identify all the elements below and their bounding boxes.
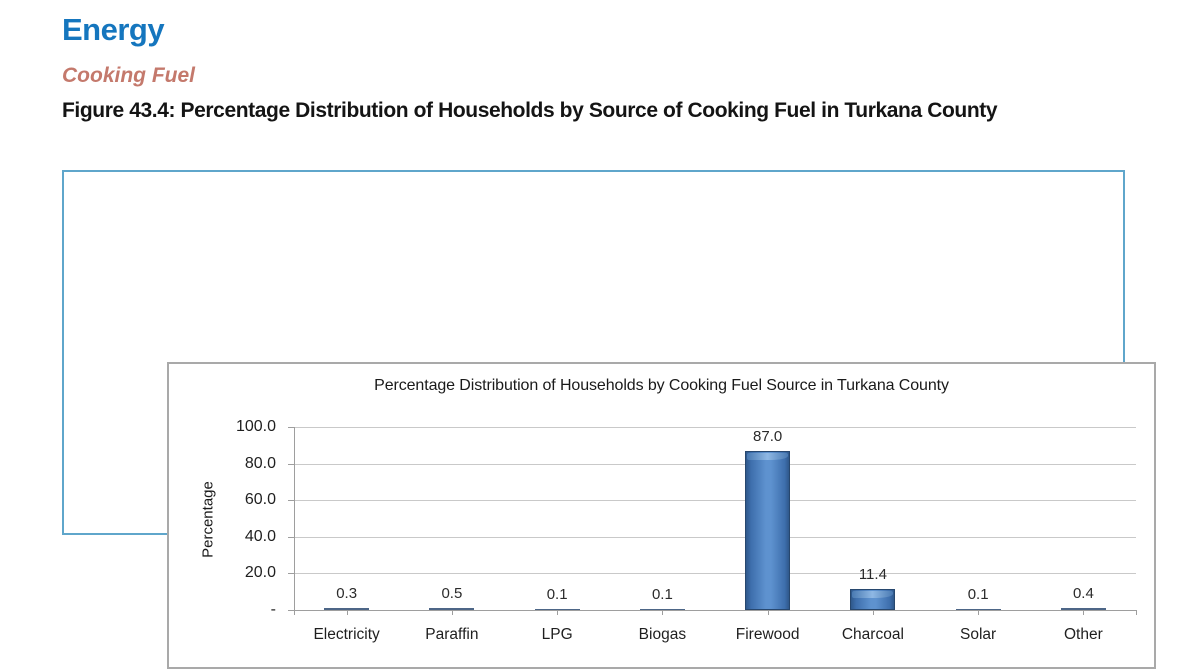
- bar-data-label: 11.4: [858, 566, 887, 584]
- bar-data-label: 0.1: [651, 585, 673, 603]
- x-tick-mark: [662, 610, 664, 615]
- bar: [324, 607, 370, 610]
- bar: [1060, 607, 1106, 610]
- bar: [850, 589, 896, 610]
- bar-data-label: 87.0: [753, 427, 783, 445]
- bar-data-label: 0.1: [546, 585, 568, 603]
- category-label: Other: [1063, 626, 1103, 643]
- subsection-title: Cooking Fuel: [62, 64, 195, 87]
- y-tick-label: 20.0: [244, 564, 276, 582]
- category-label: LPG: [541, 626, 573, 643]
- x-axis-end-tick: [1136, 610, 1137, 615]
- gridline: [294, 427, 1136, 428]
- bar-top-highlight: [747, 452, 789, 460]
- bar: [429, 607, 475, 610]
- x-tick-mark: [872, 610, 874, 615]
- y-tick-label: 40.0: [244, 527, 276, 545]
- bar: [534, 608, 580, 610]
- bar-data-label: 0.4: [1072, 584, 1094, 602]
- y-tick-label: 80.0: [244, 454, 276, 472]
- y-tick-label: -: [270, 601, 276, 618]
- x-tick-mark: [767, 610, 769, 615]
- category-label: Paraffin: [425, 626, 479, 643]
- x-tick-mark: [1083, 610, 1085, 615]
- x-axis-line: [294, 610, 1137, 611]
- bar: [745, 450, 791, 610]
- gridline: [294, 500, 1136, 502]
- chart-title: Percentage Distribution of Households by…: [374, 377, 949, 394]
- bar-data-label: 0.5: [441, 584, 463, 602]
- chart-canvas: Percentage Distribution of Households by…: [167, 362, 1156, 669]
- y-tick-mark: [288, 536, 294, 538]
- category-label: Firewood: [735, 626, 800, 643]
- bar-data-label: 0.1: [967, 585, 989, 603]
- gridline: [294, 463, 1136, 465]
- bar: [639, 608, 685, 610]
- figure-frame: Percentage Distribution of Households by…: [62, 170, 1156, 669]
- x-tick-mark: [451, 610, 453, 615]
- gridline: [294, 573, 1136, 575]
- category-label: Charcoal: [841, 626, 904, 643]
- figure-caption: Figure 43.4: Percentage Distribution of …: [62, 99, 998, 122]
- y-tick-mark: [288, 500, 294, 502]
- bar-data-label: 0.3: [336, 584, 358, 602]
- y-tick-mark: [288, 427, 294, 428]
- category-label: Biogas: [638, 626, 687, 643]
- y-axis-line: [294, 427, 295, 615]
- bar-top-highlight: [852, 591, 894, 599]
- y-tick-label: 60.0: [244, 491, 276, 509]
- y-tick-mark: [288, 463, 294, 465]
- x-tick-mark: [978, 610, 980, 615]
- plot-area: 100.0 80.0 60.0 40.0 20.0 - 0.3 Electricity 0.5 P…: [169, 364, 1154, 667]
- y-tick-label: 100.0: [235, 418, 276, 435]
- gridline: [294, 536, 1136, 538]
- category-label: Solar: [960, 626, 997, 643]
- x-tick-mark: [346, 610, 348, 615]
- bar: [955, 608, 1001, 610]
- page-title: Energy: [62, 12, 165, 47]
- x-tick-mark: [557, 610, 559, 615]
- category-label: Electricity: [313, 626, 380, 643]
